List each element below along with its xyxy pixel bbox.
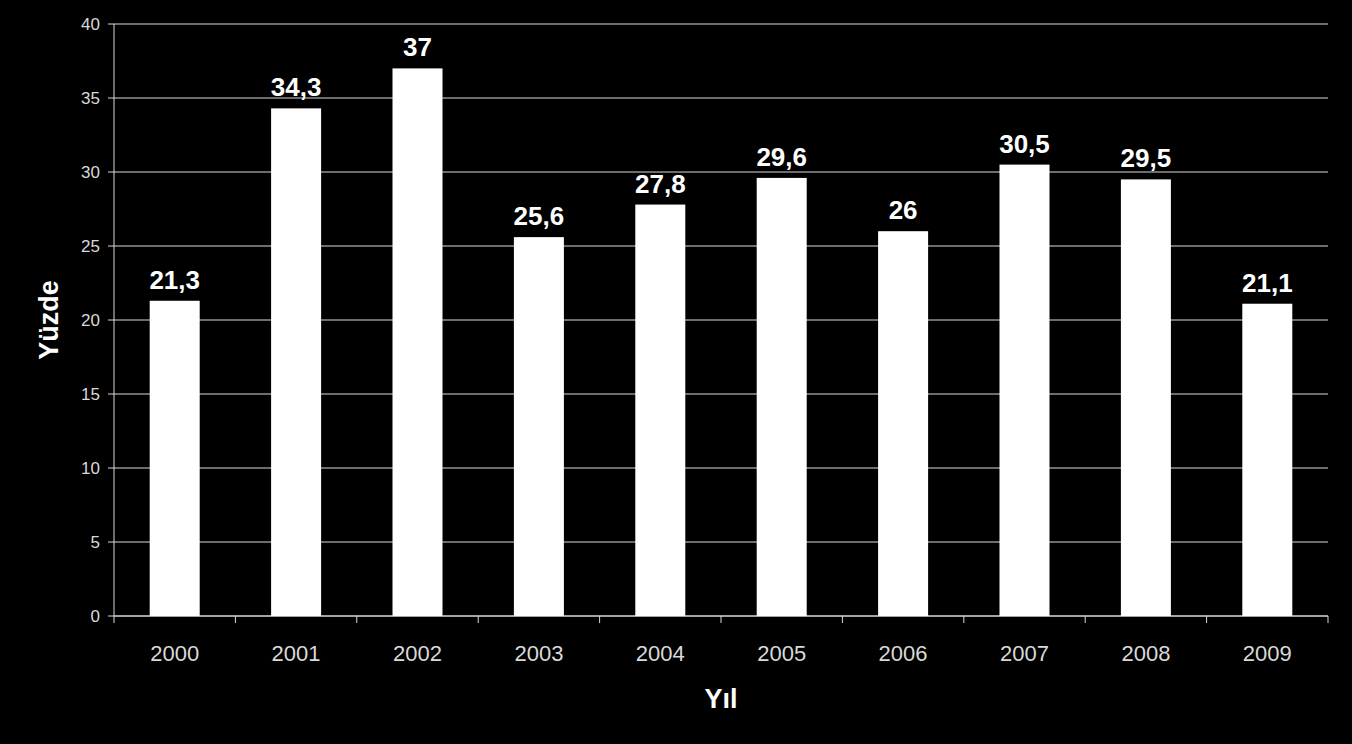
bar bbox=[271, 108, 321, 616]
x-tick-label: 2002 bbox=[393, 641, 442, 666]
chart-svg: 0 5 10 15 20 25 30 35 40 21,3 34,3 37 25,6 27,8 29,6 26… bbox=[0, 0, 1352, 744]
bar bbox=[1000, 165, 1050, 616]
y-axis bbox=[114, 24, 115, 616]
data-label: 29,5 bbox=[1121, 143, 1172, 173]
y-tick bbox=[108, 246, 114, 247]
x-tick-label: 2007 bbox=[1000, 641, 1049, 666]
data-label: 27,8 bbox=[635, 169, 686, 199]
y-tick-label: 40 bbox=[81, 15, 100, 34]
background bbox=[0, 0, 1352, 744]
x-tick bbox=[478, 616, 479, 623]
x-tick-label: 2009 bbox=[1243, 641, 1292, 666]
y-tick bbox=[108, 468, 114, 469]
x-tick bbox=[842, 616, 843, 623]
x-tick bbox=[721, 616, 722, 623]
data-label: 30,5 bbox=[999, 129, 1050, 159]
x-axis-title: Yıl bbox=[704, 684, 737, 714]
chart-container: 0 5 10 15 20 25 30 35 40 21,3 34,3 37 25,6 27,8 29,6 26… bbox=[0, 0, 1352, 744]
x-tick-label: 2008 bbox=[1121, 641, 1170, 666]
y-tick-label: 20 bbox=[81, 311, 100, 330]
data-label: 25,6 bbox=[514, 201, 565, 231]
y-tick-label: 15 bbox=[81, 385, 100, 404]
y-tick bbox=[108, 616, 114, 617]
grid bbox=[114, 24, 1328, 616]
data-label: 21,3 bbox=[149, 265, 200, 295]
x-tick bbox=[235, 616, 236, 623]
y-tick bbox=[108, 542, 114, 543]
x-tick bbox=[1328, 616, 1329, 623]
y-axis-title: Yüzde bbox=[34, 280, 64, 360]
bar bbox=[1242, 304, 1292, 616]
y-tick bbox=[108, 24, 114, 25]
y-tick bbox=[108, 172, 114, 173]
bar bbox=[150, 301, 200, 616]
data-label: 26 bbox=[889, 195, 918, 225]
data-label: 37 bbox=[403, 32, 432, 62]
y-tick-label: 30 bbox=[81, 163, 100, 182]
y-tick bbox=[108, 394, 114, 395]
x-tick bbox=[1206, 616, 1207, 623]
x-tick-label: 2000 bbox=[150, 641, 199, 666]
y-tick-label: 0 bbox=[91, 607, 100, 626]
x-tick-label: 2001 bbox=[272, 641, 321, 666]
grid-line bbox=[114, 24, 1328, 25]
data-label: 34,3 bbox=[271, 72, 322, 102]
y-tick-label: 25 bbox=[81, 237, 100, 256]
data-label: 21,1 bbox=[1242, 268, 1293, 298]
x-tick bbox=[356, 616, 357, 623]
bar bbox=[393, 68, 443, 616]
y-tick-label: 5 bbox=[91, 533, 100, 552]
x-tick-label: 2005 bbox=[757, 641, 806, 666]
bars bbox=[150, 68, 1293, 616]
bar bbox=[757, 178, 807, 616]
y-tick-label: 10 bbox=[81, 459, 100, 478]
x-tick-label: 2003 bbox=[514, 641, 563, 666]
x-tick-label: 2004 bbox=[636, 641, 685, 666]
bar bbox=[514, 237, 564, 616]
x-tick bbox=[963, 616, 964, 623]
bar bbox=[635, 205, 685, 616]
x-tick-label: 2006 bbox=[879, 641, 928, 666]
y-tick bbox=[108, 98, 114, 99]
data-label: 29,6 bbox=[756, 142, 807, 172]
bar bbox=[1121, 179, 1171, 616]
x-tick bbox=[114, 616, 115, 623]
x-tick bbox=[1085, 616, 1086, 623]
x-tick bbox=[599, 616, 600, 623]
y-tick-label: 35 bbox=[81, 89, 100, 108]
bar bbox=[878, 231, 928, 616]
y-tick bbox=[108, 320, 114, 321]
